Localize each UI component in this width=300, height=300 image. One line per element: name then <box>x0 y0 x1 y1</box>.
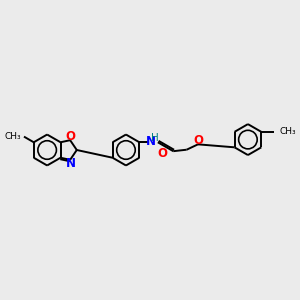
Text: O: O <box>66 130 76 142</box>
Text: O: O <box>194 134 204 147</box>
Text: N: N <box>146 136 156 148</box>
Text: CH₃: CH₃ <box>279 128 296 136</box>
Text: N: N <box>66 158 76 170</box>
Text: O: O <box>158 147 168 160</box>
Text: CH₃: CH₃ <box>4 132 21 141</box>
Text: H: H <box>151 133 158 143</box>
